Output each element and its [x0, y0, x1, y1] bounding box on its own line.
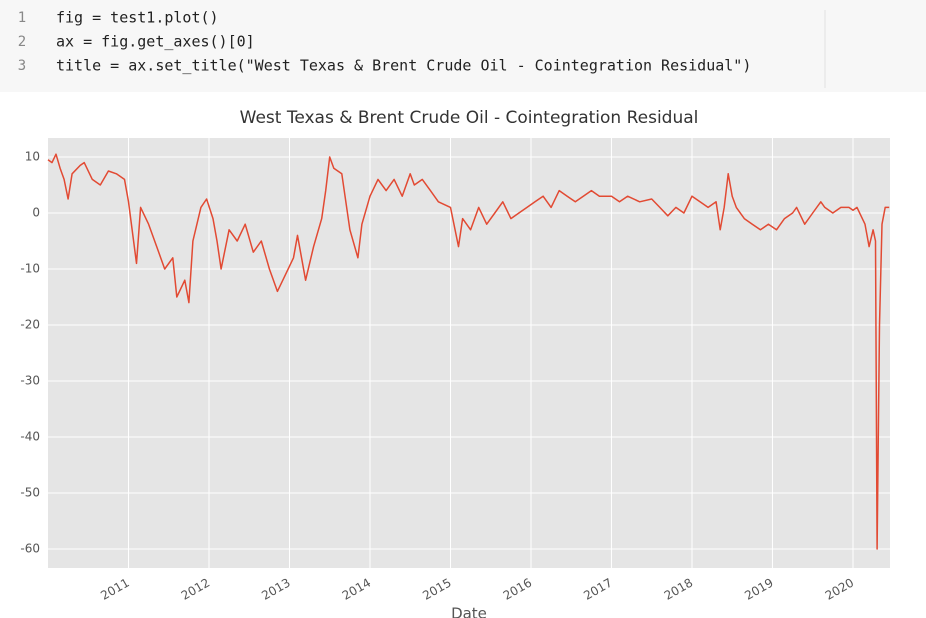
x-tick-label: 2015 — [420, 576, 453, 603]
x-tick-label: 2017 — [581, 576, 614, 603]
y-tick-label: -30 — [20, 373, 40, 387]
x-tick-label: 2020 — [823, 576, 856, 603]
x-tick-label: 2018 — [662, 576, 695, 603]
code-line: ax = fig.get_axes()[0] — [56, 33, 255, 51]
x-tick-label: 2012 — [179, 576, 212, 603]
code-cell[interactable] — [0, 0, 926, 92]
line-number: 2 — [18, 34, 26, 50]
x-tick-label: 2014 — [340, 576, 373, 603]
y-tick-label: -10 — [20, 262, 40, 276]
x-tick-label: 2016 — [501, 576, 534, 603]
x-tick-label: 2011 — [98, 576, 131, 603]
y-tick-label: -60 — [20, 541, 40, 555]
chart-title: West Texas & Brent Crude Oil - Cointegra… — [240, 108, 699, 128]
line-number: 1 — [18, 10, 26, 26]
y-tick-label: 10 — [25, 150, 40, 164]
line-number: 3 — [18, 58, 26, 74]
x-axis-label: Date — [451, 605, 487, 618]
y-tick-label: -50 — [20, 485, 40, 499]
y-tick-label: 0 — [32, 206, 40, 220]
residual-line — [47, 153, 890, 550]
x-tick-label: 2013 — [259, 576, 292, 603]
code-line: title = ax.set_title("West Texas & Brent… — [56, 57, 751, 75]
y-tick-label: -40 — [20, 429, 40, 443]
plot-area — [48, 138, 890, 568]
y-tick-label: -20 — [20, 318, 40, 332]
code-line: fig = test1.plot() — [56, 9, 219, 27]
x-tick-label: 2019 — [742, 576, 775, 603]
